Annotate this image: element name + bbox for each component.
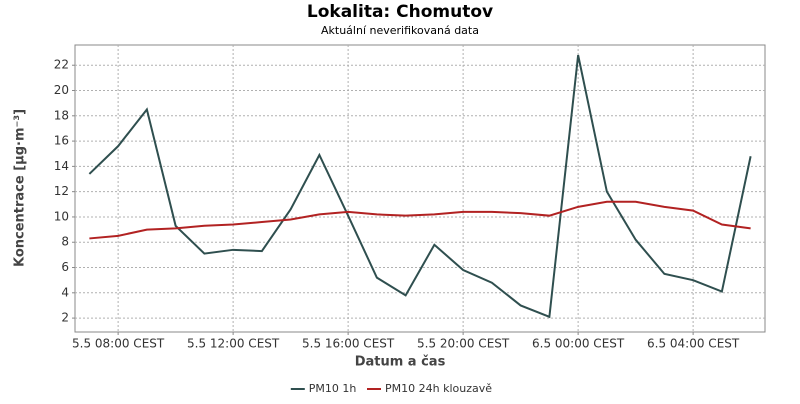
y-tick-label: 6: [61, 260, 69, 274]
y-tick-label: 20: [54, 83, 69, 97]
series-line: [88, 54, 752, 319]
x-tick-label: 5.5 12:00 CEST: [187, 337, 280, 351]
y-axis-label: Koncentrace [µg·m⁻³]: [13, 109, 28, 267]
y-tick-label: 16: [54, 134, 69, 148]
y-tick-label: 12: [54, 184, 69, 198]
x-tick-label: 5.5 08:00 CEST: [72, 337, 165, 351]
chart-title: Lokalita: Chomutov: [307, 2, 493, 22]
y-tick-label: 22: [54, 58, 69, 72]
chart-subtitle: Aktuální neverifikovaná data: [321, 24, 479, 37]
x-tick-label: 5.5 20:00 CEST: [417, 337, 510, 351]
y-tick-label: 14: [54, 159, 69, 173]
y-tick-label: 8: [61, 235, 69, 249]
x-tick-label: 6.5 04:00 CEST: [647, 337, 740, 351]
y-tick-label: 10: [54, 209, 69, 223]
x-axis-label: Datum a čas: [355, 355, 446, 370]
legend-label: PM10 1h: [309, 382, 357, 395]
legend-label: PM10 24h klouzavě: [385, 382, 492, 395]
plot-area: [74, 44, 766, 333]
x-tick-label: 6.5 00:00 CEST: [532, 337, 625, 351]
y-tick-label: 18: [54, 108, 69, 122]
series-line: [89, 200, 751, 240]
x-tick-label: 5.5 16:00 CEST: [302, 337, 395, 351]
y-tick-label: 4: [61, 285, 69, 299]
y-tick-label: 2: [61, 311, 69, 325]
